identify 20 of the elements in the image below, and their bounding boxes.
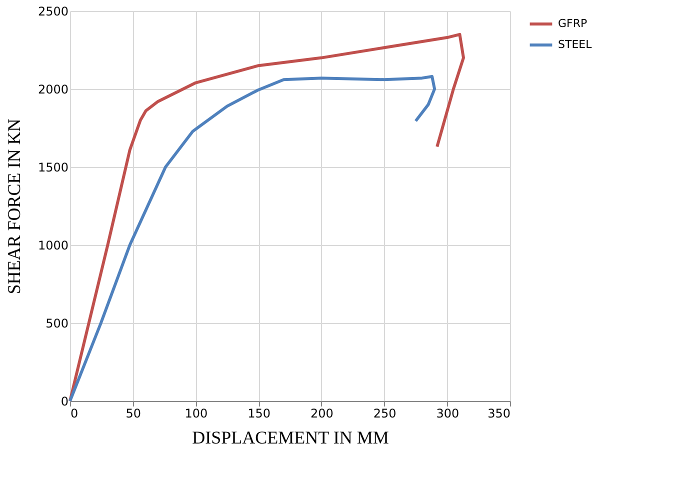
x-tick-label: 350 bbox=[488, 406, 510, 420]
x-tick-label: 100 bbox=[184, 406, 208, 420]
line-series bbox=[68, 75, 436, 402]
line-series bbox=[68, 32, 465, 402]
y-axis-title: SHEAR FORCE IN KN bbox=[4, 118, 24, 294]
y-tick-label: 0 bbox=[60, 394, 68, 408]
x-axis-title: DISPLACEMENT IN MM bbox=[192, 428, 389, 448]
y-tick-label: 1500 bbox=[38, 160, 68, 174]
legend-label: STEEL bbox=[558, 38, 593, 51]
x-tick-label: 300 bbox=[436, 406, 460, 420]
y-tick-label: 2000 bbox=[38, 82, 68, 96]
x-tick-label: 250 bbox=[373, 406, 396, 420]
x-tick-label: 200 bbox=[310, 406, 334, 420]
y-tick-label: 1000 bbox=[38, 238, 68, 252]
x-tick-label: 150 bbox=[248, 406, 271, 420]
y-tick-label: 500 bbox=[46, 316, 68, 330]
y-tick-label: 2500 bbox=[38, 4, 68, 18]
legend-label: GFRP bbox=[558, 17, 588, 30]
x-tick-label: 50 bbox=[126, 406, 141, 420]
x-tick-label: 0 bbox=[70, 406, 78, 420]
